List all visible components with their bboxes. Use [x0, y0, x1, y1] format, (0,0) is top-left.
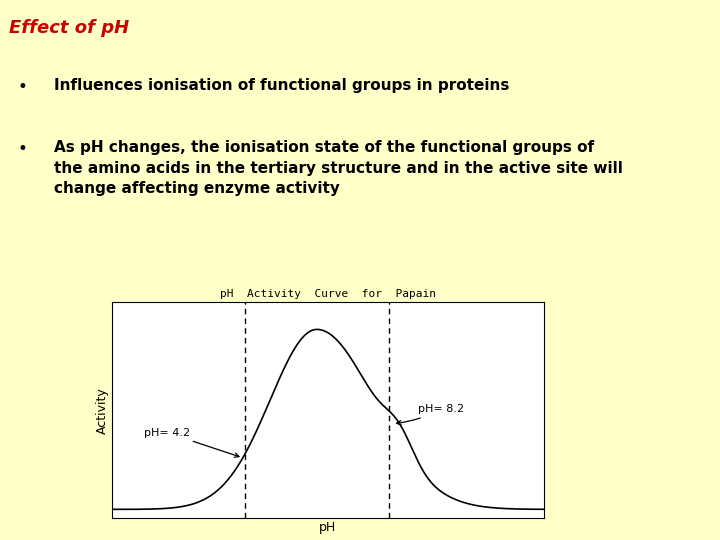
Text: Effect of pH: Effect of pH — [9, 19, 129, 37]
Text: •: • — [18, 78, 28, 96]
X-axis label: pH: pH — [319, 521, 336, 534]
Text: Influences ionisation of functional groups in proteins: Influences ionisation of functional grou… — [54, 78, 509, 93]
Y-axis label: Activity: Activity — [96, 387, 109, 434]
Text: •: • — [18, 140, 28, 158]
Text: pH= 8.2: pH= 8.2 — [397, 404, 464, 425]
Title: pH  Activity  Curve  for  Papain: pH Activity Curve for Papain — [220, 289, 436, 299]
Text: pH= 4.2: pH= 4.2 — [144, 428, 239, 457]
Text: As pH changes, the ionisation state of the functional groups of
the amino acids : As pH changes, the ionisation state of t… — [54, 140, 623, 196]
